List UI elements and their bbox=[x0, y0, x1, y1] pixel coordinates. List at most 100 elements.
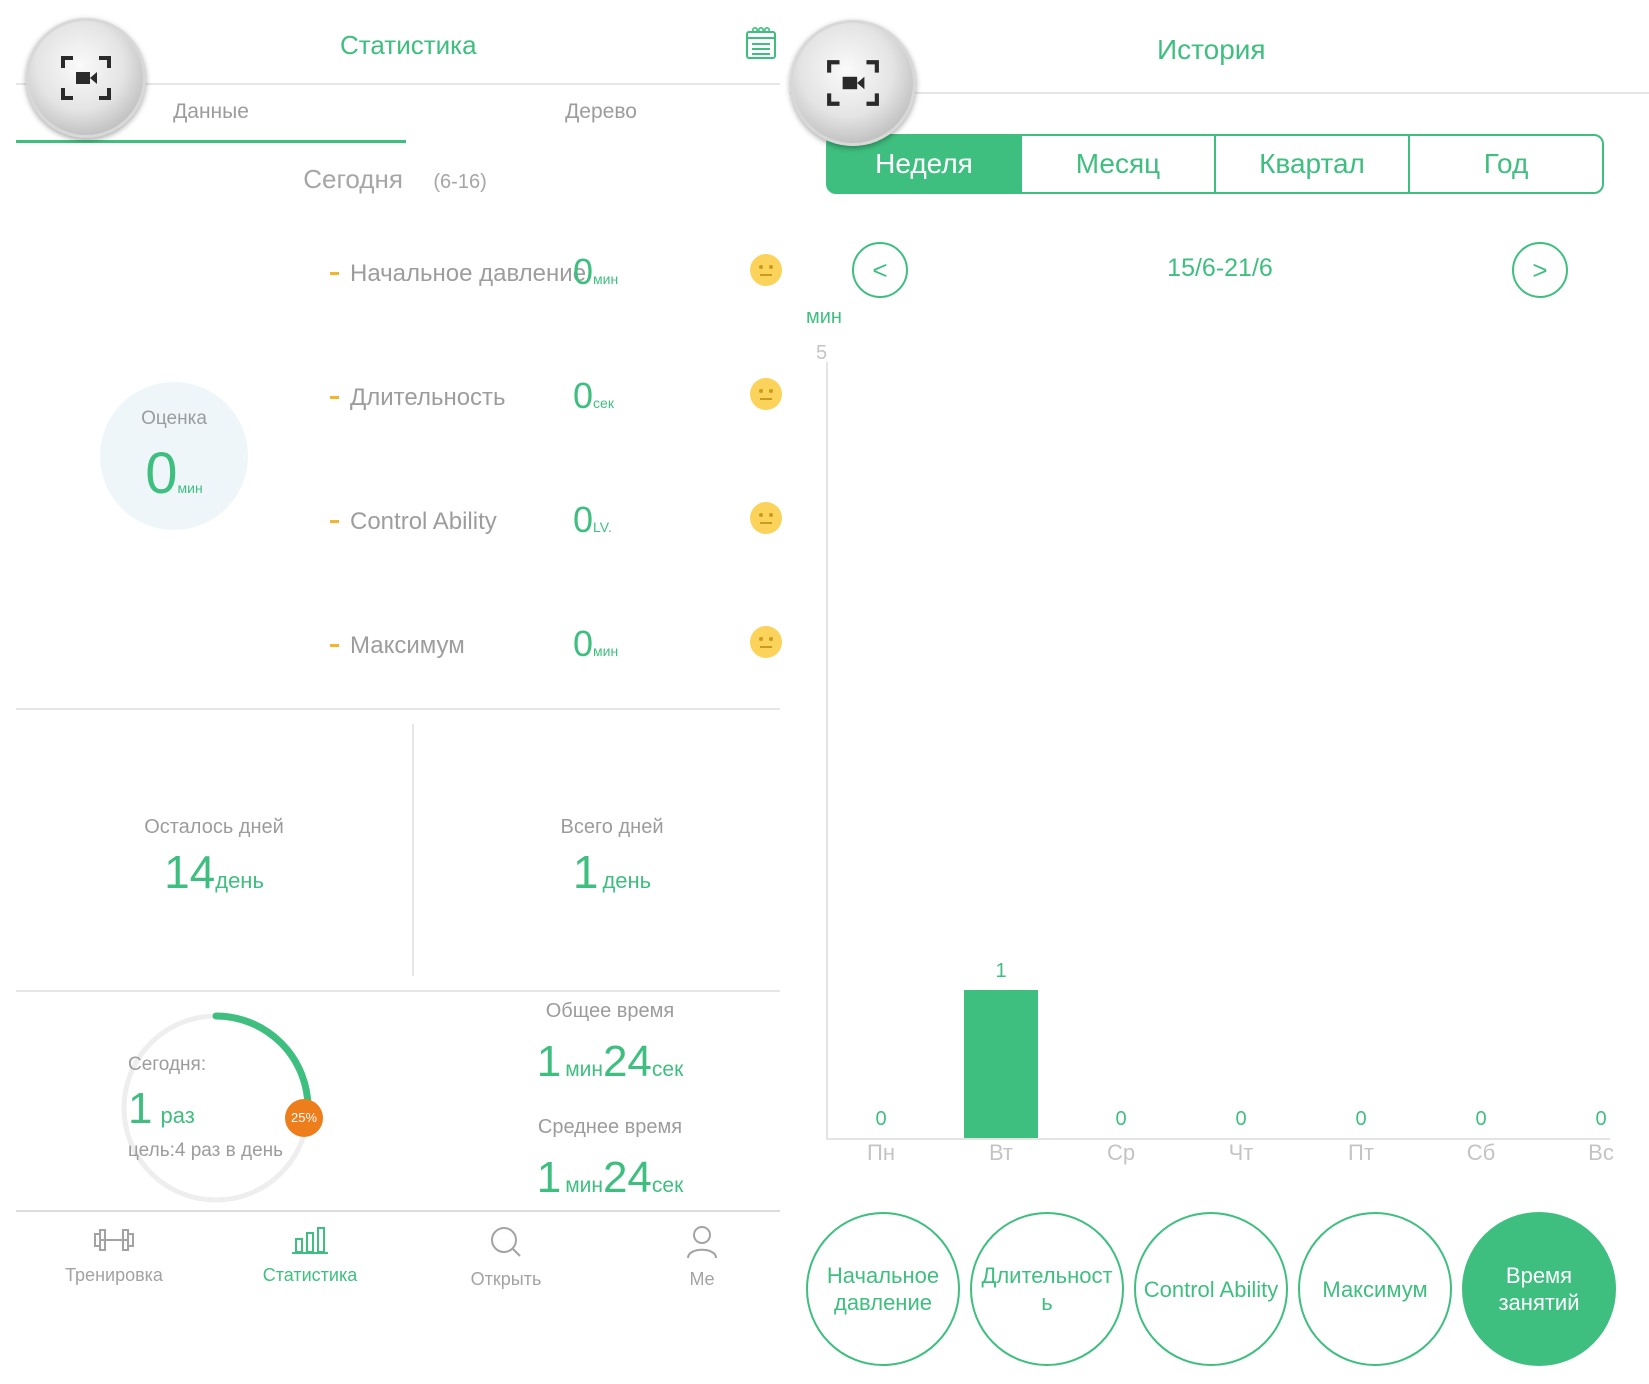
prev-week-button[interactable]: < bbox=[852, 242, 908, 298]
metric-number: 0 bbox=[573, 623, 594, 664]
score-number: 0 bbox=[145, 441, 178, 506]
segment-quarter[interactable]: Квартал bbox=[1214, 134, 1410, 194]
metric-duration-button[interactable]: Длительност ь bbox=[970, 1212, 1124, 1366]
avg-time-min: 1 bbox=[536, 1153, 562, 1202]
metric-unit: сек bbox=[593, 395, 614, 411]
total-time-block: Общее время 1 мин24сек bbox=[420, 1000, 800, 1087]
bars-layer: 0 Пн 1 Вт 0 Ср 0 Чт 0 Пт 0 Сб 0 Вс bbox=[790, 0, 1649, 1200]
today-label: Сегодня bbox=[303, 164, 403, 194]
nav-me-label: Me bbox=[689, 1269, 715, 1289]
nav-statistics-label: Статистика bbox=[262, 1265, 358, 1285]
x-tick-label: Сб bbox=[1466, 1140, 1496, 1165]
days-total-unit: день bbox=[602, 868, 652, 893]
days-total-number: 1 bbox=[572, 846, 599, 898]
progress-goal: цель:4 раз в день bbox=[128, 1140, 284, 1161]
nav-open[interactable]: Открыть bbox=[426, 1225, 586, 1290]
metric-initial-pressure-label: Начальное давление bbox=[826, 1263, 940, 1315]
tab-active-indicator bbox=[16, 140, 406, 143]
next-week-button[interactable]: > bbox=[1512, 242, 1568, 298]
person-icon bbox=[687, 1226, 717, 1259]
metric-dash bbox=[330, 644, 339, 647]
metric-control-ability-button[interactable]: Control Ability bbox=[1134, 1212, 1288, 1366]
metric-duration-label: Длительност ь bbox=[981, 1263, 1113, 1315]
y-tick-label: 5 bbox=[816, 342, 828, 364]
days-total-block: Всего дней 1 день bbox=[414, 816, 810, 899]
progress-arc bbox=[212, 1012, 312, 1112]
neutral-face-icon bbox=[750, 502, 782, 534]
progress-today-label: Сегодня: bbox=[128, 1054, 207, 1075]
avg-time-sec-unit: сек bbox=[651, 1174, 684, 1197]
screen-record-icon bbox=[827, 60, 879, 106]
progress-count-unit: раз bbox=[160, 1103, 195, 1128]
nav-statistics[interactable]: Статистика bbox=[230, 1225, 390, 1286]
bar-value-label: 0 bbox=[1115, 1108, 1127, 1130]
x-axis bbox=[826, 1138, 1610, 1140]
history-screen: История Неделя Месяц Квартал Год < 15/6-… bbox=[790, 0, 1649, 1384]
y-axis bbox=[826, 362, 828, 1140]
bar-chart-icon bbox=[292, 1227, 328, 1254]
today-header: Сегодня (6-16) bbox=[0, 164, 790, 195]
metric-training-time-button[interactable]: Время занятий bbox=[1462, 1212, 1616, 1366]
segment-month[interactable]: Месяц bbox=[1020, 134, 1216, 194]
page-title: Статистика bbox=[340, 30, 477, 60]
y-axis-label: мин bbox=[806, 306, 842, 328]
days-left-label: Осталось дней bbox=[144, 816, 284, 838]
metric-maximum-button[interactable]: Максимум bbox=[1298, 1212, 1452, 1366]
segment-year-label: Год bbox=[1483, 148, 1529, 179]
metric-row: Максимум 0мин bbox=[330, 623, 800, 690]
nav-open-label: Открыть bbox=[470, 1269, 542, 1289]
neutral-face-icon bbox=[750, 626, 782, 658]
metric-training-time-label: Время занятий bbox=[1498, 1263, 1580, 1315]
nav-training[interactable]: Тренировка bbox=[34, 1225, 194, 1286]
total-time-label: Общее время bbox=[545, 1000, 675, 1022]
metric-dash bbox=[330, 520, 339, 523]
metric-number: 0 bbox=[573, 375, 594, 416]
x-tick-label: Вт bbox=[988, 1140, 1014, 1165]
tab-data[interactable]: Данные bbox=[16, 100, 406, 144]
avg-time-value: 1 мин24сек bbox=[420, 1153, 800, 1203]
calendar-icon[interactable] bbox=[745, 26, 777, 60]
bar-value-label: 0 bbox=[875, 1108, 887, 1130]
x-tick-label: Чт bbox=[1228, 1140, 1254, 1165]
metric-unit: мин bbox=[593, 643, 619, 659]
screen-record-button[interactable] bbox=[790, 20, 916, 146]
bar-value-label: 0 bbox=[1355, 1108, 1367, 1130]
avg-time-sec: 24 bbox=[602, 1153, 652, 1202]
total-time-value: 1 мин24сек bbox=[420, 1037, 800, 1087]
search-icon bbox=[491, 1227, 521, 1257]
progress-count-number: 1 bbox=[128, 1084, 153, 1133]
metric-unit: LV. bbox=[593, 519, 612, 535]
avg-time-block: Среднее время 1 мин24сек bbox=[420, 1116, 800, 1203]
progress-count: 1 раз bbox=[128, 1084, 195, 1134]
metric-initial-pressure-button[interactable]: Начальное давление bbox=[806, 1212, 960, 1366]
metric-dash bbox=[330, 272, 339, 275]
today-date: (6-16) bbox=[433, 171, 487, 193]
metric-label: Максимум bbox=[350, 632, 465, 659]
days-left-block: Осталось дней 14день bbox=[16, 816, 412, 899]
screen-record-button[interactable] bbox=[26, 18, 146, 138]
days-total-label: Всего дней bbox=[560, 816, 664, 838]
tab-tree-label: Дерево bbox=[565, 100, 637, 123]
history-title: История bbox=[1157, 34, 1266, 65]
nav-me[interactable]: Me bbox=[622, 1225, 782, 1290]
neutral-face-icon bbox=[750, 254, 782, 286]
score-circle: Оценка 0мин bbox=[100, 382, 248, 530]
days-total-value: 1 день bbox=[414, 845, 810, 899]
total-time-min: 1 bbox=[536, 1037, 562, 1086]
x-tick-label: Ср bbox=[1106, 1140, 1136, 1165]
score-unit: мин bbox=[177, 480, 203, 496]
total-time-sec: 24 bbox=[602, 1037, 652, 1086]
score-value: 0мин bbox=[100, 440, 248, 507]
chevron-right-icon: > bbox=[1532, 255, 1548, 285]
chevron-left-icon: < bbox=[872, 255, 888, 285]
progress-ring: 25% bbox=[116, 1008, 323, 1208]
segment-year[interactable]: Год bbox=[1408, 134, 1604, 194]
bar-value-label: 0 bbox=[1595, 1108, 1607, 1130]
metric-value: 0сек bbox=[573, 374, 614, 425]
tab-tree[interactable]: Дерево bbox=[406, 100, 796, 144]
percent-label: 25% bbox=[290, 1110, 318, 1125]
metric-value: 0мин bbox=[573, 622, 618, 673]
metric-row: Control Ability 0LV. bbox=[330, 499, 800, 566]
segment-week[interactable]: Неделя bbox=[826, 134, 1022, 194]
x-tick-label: Пт bbox=[1348, 1140, 1374, 1165]
